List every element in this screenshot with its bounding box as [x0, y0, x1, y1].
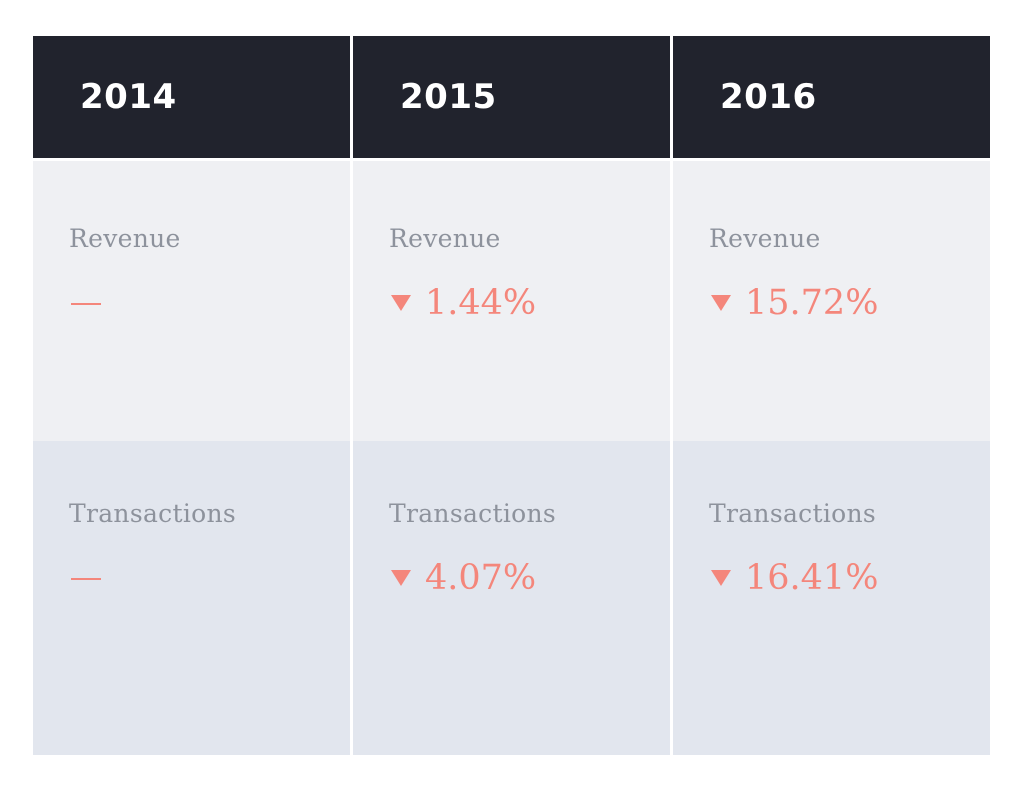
year-header-2014: 2014	[33, 36, 350, 161]
metric-value: 4.07%	[389, 558, 670, 598]
no-change-dash	[71, 578, 101, 580]
down-arrow-icon	[391, 295, 411, 311]
metric-label: Revenue	[389, 224, 501, 253]
metric-label: Transactions	[69, 499, 236, 528]
down-arrow-icon	[711, 570, 731, 586]
metric-value-text: 1.44%	[425, 283, 537, 323]
metric-label: Transactions	[389, 499, 556, 528]
metric-value-text: 15.72%	[745, 283, 879, 323]
metrics-table: 2014 2015 2016 Revenue Revenue 1.44% Revenue 15…	[33, 36, 990, 755]
down-arrow-icon	[711, 295, 731, 311]
metric-value-text: 16.41%	[745, 558, 879, 598]
metric-value: 16.41%	[709, 558, 990, 598]
metric-value: 1.44%	[389, 283, 670, 323]
down-arrow-icon	[391, 570, 411, 586]
revenue-cell-2015: Revenue 1.44%	[353, 161, 670, 441]
metric-value-text: 4.07%	[425, 558, 537, 598]
metric-label: Transactions	[709, 499, 876, 528]
revenue-cell-2016: Revenue 15.72%	[673, 161, 990, 441]
transactions-cell-2014: Transactions	[33, 441, 350, 755]
metric-value: 15.72%	[709, 283, 990, 323]
year-header-2015: 2015	[353, 36, 670, 161]
transactions-cell-2016: Transactions 16.41%	[673, 441, 990, 755]
transactions-cell-2015: Transactions 4.07%	[353, 441, 670, 755]
revenue-cell-2014: Revenue	[33, 161, 350, 441]
metric-label: Revenue	[709, 224, 821, 253]
no-change-dash	[71, 303, 101, 305]
year-header-2016: 2016	[673, 36, 990, 161]
metric-label: Revenue	[69, 224, 181, 253]
